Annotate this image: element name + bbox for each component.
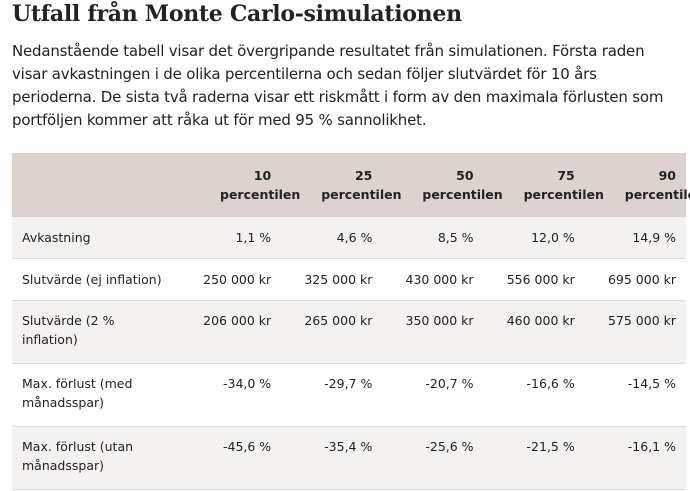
- intro: Nedanstående tabell visar det övergripan…: [12, 42, 664, 129]
- table-row: Slutvärde (2 % inflation) 206 000 kr 265 0…: [12, 300, 686, 364]
- row-label: Avkastning: [12, 217, 180, 259]
- cell: 265 000 kr: [281, 300, 383, 364]
- cell: -25,6 %: [382, 426, 484, 490]
- table-row: Max. förlust (med månadsspar) -34,0 % -29,…: [12, 363, 686, 427]
- cell: 460 000 kr: [483, 300, 585, 364]
- cell: 575 000 kr: [584, 300, 686, 364]
- cell: 350 000 kr: [382, 300, 484, 364]
- cell: -16,1 %: [584, 426, 686, 490]
- cell: -14,5 %: [584, 363, 686, 427]
- results-table: 10 percentilen 25 percentilen 50 percentil…: [12, 153, 690, 490]
- title: Utfall från Monte Carlo-simulationen: [12, 1, 462, 27]
- cell: -35,4 %: [281, 426, 383, 490]
- table-row: Avkastning 1,1 % 4,6 % 8,5 % 12,0 % 14,9 %: [12, 217, 686, 259]
- cell: -21,5 %: [483, 426, 585, 490]
- cell: -34,0 %: [180, 363, 282, 427]
- column-header: 10 percentilen: [180, 153, 300, 217]
- column-header: 90 percentilen: [584, 153, 690, 217]
- cell: 556 000 kr: [483, 258, 585, 301]
- column-header: 50 percentilen: [382, 153, 503, 217]
- cell: 4,6 %: [281, 217, 383, 259]
- cell: 250 000 kr: [180, 258, 282, 301]
- column-header: 75 percentilen: [483, 153, 604, 217]
- cell: -45,6 %: [180, 426, 282, 490]
- cell: 8,5 %: [382, 217, 484, 259]
- cell: -20,7 %: [382, 363, 484, 427]
- cell: 12,0 %: [483, 217, 585, 259]
- cell: -29,7 %: [281, 363, 383, 427]
- cell: 325 000 kr: [281, 258, 383, 301]
- table-row: Max. förlust (utan månadsspar) -45,6 % -35…: [12, 426, 686, 490]
- table-row: Slutvärde (ej inflation) 250 000 kr 325 00…: [12, 258, 686, 301]
- header-row: 10 percentilen 25 percentilen 50 percentil…: [12, 153, 690, 217]
- cell: 1,1 %: [180, 217, 282, 259]
- corner-cell: [12, 153, 180, 217]
- cell: 14,9 %: [584, 217, 686, 259]
- row-label: Max. förlust (med månadsspar): [12, 363, 180, 427]
- cell: 695 000 kr: [584, 258, 686, 301]
- cell: -16,6 %: [483, 363, 585, 427]
- column-header: 25 percentilen: [281, 153, 402, 217]
- row-label: Max. förlust (utan månadsspar): [12, 426, 180, 490]
- row-label: Slutvärde (ej inflation): [12, 258, 180, 301]
- cell: 206 000 kr: [180, 300, 282, 364]
- row-label: Slutvärde (2 % inflation): [12, 300, 180, 364]
- cell: 430 000 kr: [382, 258, 484, 301]
